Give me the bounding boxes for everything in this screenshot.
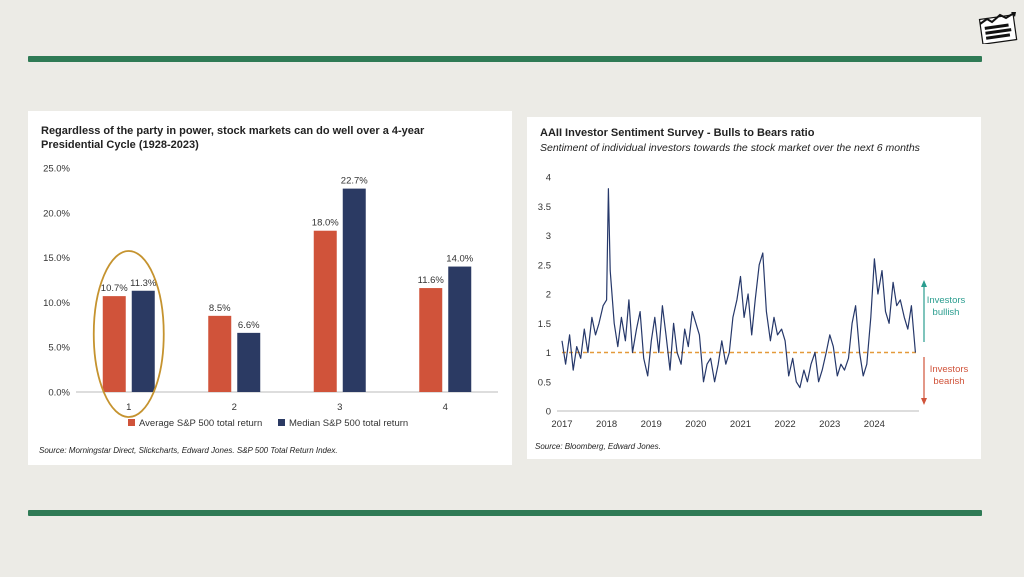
y-tick-label: 2 (546, 290, 551, 301)
x-tick-label: 2021 (730, 419, 751, 430)
x-tick-label: 2023 (819, 419, 840, 430)
y-tick-label: 4 (546, 173, 551, 184)
y-tick-label: 15.0% (43, 253, 70, 264)
legend-swatch (128, 419, 135, 426)
presidential-cycle-chart: 0.0% 5.0% 10.0% 15.0% 20.0% 25.0% 1 10.7% 11.3% 2… (43, 164, 498, 429)
y-tick-label: 0.0% (48, 388, 70, 399)
legend-label: Median S&P 500 total return (289, 418, 408, 429)
x-tick-label: 2018 (596, 419, 617, 430)
legend-swatch (278, 419, 285, 426)
bar-data-label: 11.3% (130, 278, 157, 289)
x-tick-label: 2024 (864, 419, 885, 430)
bullish-arrow-head-icon (921, 280, 927, 287)
bullish-label: bullish (933, 307, 960, 318)
bar-data-label: 18.0% (312, 218, 339, 229)
bar-data-label: 11.6% (418, 275, 445, 286)
bar-median (237, 332, 261, 392)
y-tick-label: 2.5 (538, 260, 551, 271)
legend-label: Average S&P 500 total return (139, 418, 262, 429)
y-tick-label: 5.0% (48, 343, 70, 354)
x-tick-label: 2020 (685, 419, 706, 430)
bar-average (419, 288, 443, 392)
y-tick-label: 1 (546, 348, 551, 359)
sentiment-chart: 0 0.5 1 1.5 2 2.5 3 3.5 4 2017 2018 2019 2020 2021 202… (538, 173, 969, 431)
bar-data-label: 10.7% (101, 283, 128, 294)
bar-median (448, 266, 472, 392)
x-tick-label: 2 (232, 402, 237, 413)
y-tick-label: 10.0% (43, 298, 70, 309)
bar-data-label: 8.5% (209, 303, 231, 314)
right-chart-subtitle: Sentiment of individual investors toward… (540, 142, 920, 154)
bar-data-label: 14.0% (446, 254, 473, 265)
bullish-label: Investors (927, 295, 966, 306)
y-tick-label: 3.5 (538, 202, 551, 213)
y-tick-label: 0.5 (538, 377, 551, 388)
right-chart-title: AAII Investor Sentiment Survey - Bulls t… (540, 127, 815, 139)
bar-median (131, 290, 155, 392)
y-tick-label: 25.0% (43, 164, 70, 175)
y-tick-label: 3 (546, 231, 551, 242)
x-tick-label: 2022 (775, 419, 796, 430)
x-tick-label: 2017 (551, 419, 572, 430)
right-chart-source: Source: Bloomberg, Edward Jones. (535, 442, 661, 451)
left-chart-title: Regardless of the party in power, stock … (41, 125, 425, 151)
top-divider (28, 56, 982, 62)
bar-data-label: 22.7% (341, 176, 368, 187)
bearish-arrow-head-icon (921, 398, 927, 405)
bottom-divider (28, 510, 982, 516)
bearish-label: bearish (933, 376, 964, 387)
bar-average (208, 315, 232, 392)
x-tick-label: 3 (337, 402, 342, 413)
bar-median (342, 188, 366, 392)
market-logo-icon (978, 12, 1018, 44)
left-chart-source: Source: Morningstar Direct, Slickcharts,… (39, 446, 338, 455)
y-tick-label: 0 (546, 407, 551, 418)
sentiment-panel: AAII Investor Sentiment Survey - Bulls t… (527, 117, 981, 459)
y-tick-label: 20.0% (43, 208, 70, 219)
x-tick-label: 2019 (641, 419, 662, 430)
x-tick-label: 4 (443, 402, 448, 413)
x-tick-label: 1 (126, 402, 131, 413)
bar-average (102, 296, 126, 392)
bar-average (313, 230, 337, 392)
sentiment-series-line (561, 188, 916, 389)
y-tick-label: 1.5 (538, 319, 551, 330)
bar-data-label: 6.6% (238, 320, 260, 331)
presidential-cycle-panel: Regardless of the party in power, stock … (28, 111, 512, 465)
highlight-ellipse (92, 250, 165, 418)
bearish-label: Investors (930, 364, 969, 375)
